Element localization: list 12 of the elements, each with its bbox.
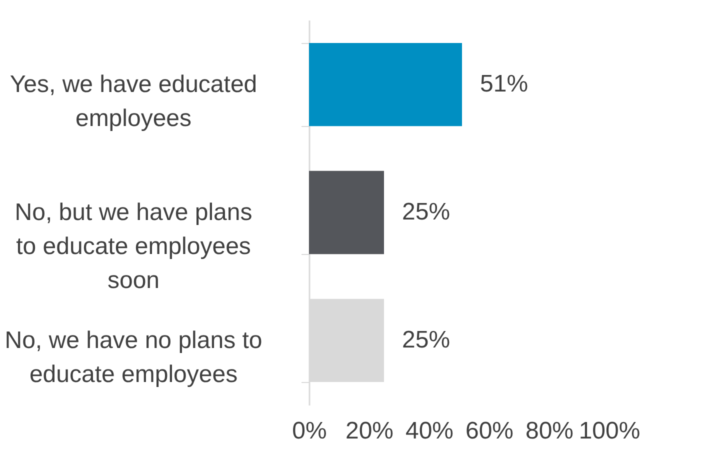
x-tick-label: 0%: [292, 418, 327, 444]
y-tick-label: Yes, we have educated employees: [10, 71, 258, 132]
x-tick-label: 40%: [405, 418, 454, 444]
x-tick-label: 60%: [465, 418, 514, 444]
x-tick-label: 80%: [525, 418, 574, 444]
y-tick-label: No, we have no plans to educate employees: [4, 326, 262, 388]
x-tick-label: 100%: [578, 418, 640, 444]
data-label: 25%: [402, 326, 450, 354]
data-label: 51%: [480, 70, 528, 98]
data-label: 25%: [402, 198, 450, 226]
x-tick-label: 20%: [345, 418, 394, 444]
y-tick-label: No, but we have plans to educate employees soon: [14, 199, 252, 294]
